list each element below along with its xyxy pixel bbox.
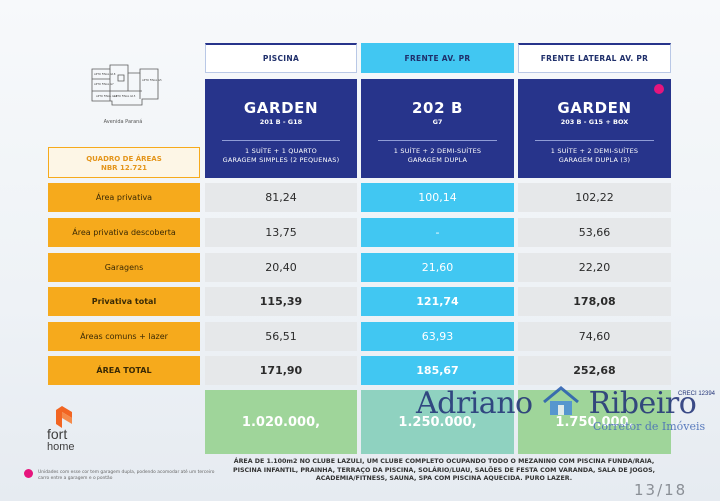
plan-label-g16: APTO FINAL G16 xyxy=(96,94,118,98)
unit-name: GARDEN xyxy=(243,99,319,117)
cell-garagens-col3: 22,20 xyxy=(518,253,671,282)
cell-privativa-total-col1: 115,39 xyxy=(205,287,357,316)
cell-area-privativa-col3: 102,22 xyxy=(518,183,671,212)
row-label-privativa-total: Privativa total xyxy=(48,287,200,316)
cell-area-privativa-col2: 100,14 xyxy=(361,183,514,212)
watermark-name: Adriano Ribeiro xyxy=(416,386,697,421)
floor-plan-drawing: APTO FINAL G18 APTO FINAL G7 APTO FINAL … xyxy=(91,64,162,106)
double-garage-marker xyxy=(654,84,664,94)
row-label-areas-comuns: Áreas comuns + lazer xyxy=(48,322,200,351)
cell-areas-comuns-col3: 74,60 xyxy=(518,322,671,351)
cell-areas-comuns-col2: 63,93 xyxy=(361,322,514,351)
note-marker xyxy=(24,469,33,478)
price-col2: 1.250.000, xyxy=(361,390,514,454)
fort-home-logo-icon xyxy=(50,404,74,430)
unit-code: G7 xyxy=(432,118,443,126)
cell-garagens-col2: 21,60 xyxy=(361,253,514,282)
unit-name: 202 B xyxy=(412,99,463,117)
cell-area-total-col1: 171,90 xyxy=(205,356,357,385)
plan-label-g18: APTO FINAL G18 xyxy=(94,72,116,76)
watermark-creci: CRECI 12394 xyxy=(678,391,716,397)
watermark-name-first: Adriano xyxy=(416,386,533,421)
floor-plan-thumbnail: APTO FINAL G18 APTO FINAL G7 APTO FINAL … xyxy=(82,61,164,113)
unit-desc-garage: GARAGEM DUPLA xyxy=(407,156,468,164)
row-label-area-descoberta: Área privativa descoberta xyxy=(48,218,200,247)
cell-area-descoberta-col1: 13,75 xyxy=(205,218,357,247)
unit-desc-rooms: 1 SUÍTE + 2 DEMI-SUÍTES xyxy=(550,147,639,155)
watermark-house-icon xyxy=(542,386,580,416)
unit-card-202b: 202 B G7 1 SUÍTE + 2 DEMI-SUÍTES GARAGEM… xyxy=(361,79,514,178)
price-col3: 1.750.000, xyxy=(518,390,671,454)
street-label: Avenida Paraná xyxy=(103,119,143,125)
unit-card-garden-203b: GARDEN 203 B - G15 + BOX 1 SUÍTE + 2 DEM… xyxy=(518,79,671,178)
unit-desc-rooms: 1 SUÍTE + 1 QUARTO xyxy=(245,147,317,155)
cell-area-descoberta-col3: 53,66 xyxy=(518,218,671,247)
row-label-garagens: Garagens xyxy=(48,253,200,282)
column-header-frente-lateral: FRENTE LATERAL AV. PR xyxy=(518,43,671,73)
cell-privativa-total-col3: 178,08 xyxy=(518,287,671,316)
area-table-title-line2: NBR 12.721 xyxy=(100,164,148,172)
unit-code: 203 B - G15 + BOX xyxy=(560,118,629,126)
price-col1: 1.020.000, xyxy=(205,390,357,454)
cell-area-total-col3: 252,68 xyxy=(518,356,671,385)
plan-label-g7: APTO FINAL G7 xyxy=(94,82,114,86)
row-label-area-privativa: Área privativa xyxy=(48,183,200,212)
cell-area-privativa-col1: 81,24 xyxy=(205,183,357,212)
watermark-name-last: Ribeiro xyxy=(588,386,697,421)
watermark-tagline: Corretor de Imóveis xyxy=(593,420,706,433)
double-garage-note: Unidades com esse cor tem garagem dupla,… xyxy=(38,470,215,481)
page-number: 13/18 xyxy=(634,481,688,499)
unit-code: 201 B - G18 xyxy=(259,118,303,126)
unit-divider xyxy=(534,140,655,141)
unit-divider xyxy=(377,140,498,141)
cell-garagens-col1: 20,40 xyxy=(205,253,357,282)
fort-home-logo-text: fort home xyxy=(47,426,75,453)
area-table-title-line1: QUADRO DE ÁREAS xyxy=(86,155,162,163)
unit-desc-rooms: 1 SUÍTE + 2 DEMI-SUÍTES xyxy=(393,147,482,155)
column-header-piscina: PISCINA xyxy=(205,43,357,73)
logo-word-fort: fort xyxy=(47,426,68,442)
plan-label-g15: APTO FINAL G15 xyxy=(114,94,136,98)
cell-areas-comuns-col1: 56,51 xyxy=(205,322,357,351)
club-description: ÁREA DE 1.100m2 NO CLUBE LAZULI, UM CLUB… xyxy=(233,458,655,482)
unit-card-garden-201b: GARDEN 201 B - G18 1 SUÍTE + 1 QUARTO GA… xyxy=(205,79,357,178)
unit-name: GARDEN xyxy=(557,99,632,117)
cell-area-descoberta-col2: - xyxy=(361,218,514,247)
unit-desc-garage: GARAGEM SIMPLES (2 PEQUENAS) xyxy=(222,156,340,164)
logo-word-home: home xyxy=(47,441,75,453)
area-table-title: QUADRO DE ÁREAS NBR 12.721 xyxy=(48,147,200,178)
row-label-area-total: ÁREA TOTAL xyxy=(48,356,200,385)
cell-area-total-col2: 185,67 xyxy=(361,356,514,385)
cell-privativa-total-col2: 121,74 xyxy=(361,287,514,316)
unit-divider xyxy=(221,140,341,141)
plan-label-g5: APTO FINAL G5 xyxy=(142,78,162,82)
column-header-frente: FRENTE AV. PR xyxy=(361,43,514,73)
unit-desc-garage: GARAGEM DUPLA (3) xyxy=(558,156,631,164)
